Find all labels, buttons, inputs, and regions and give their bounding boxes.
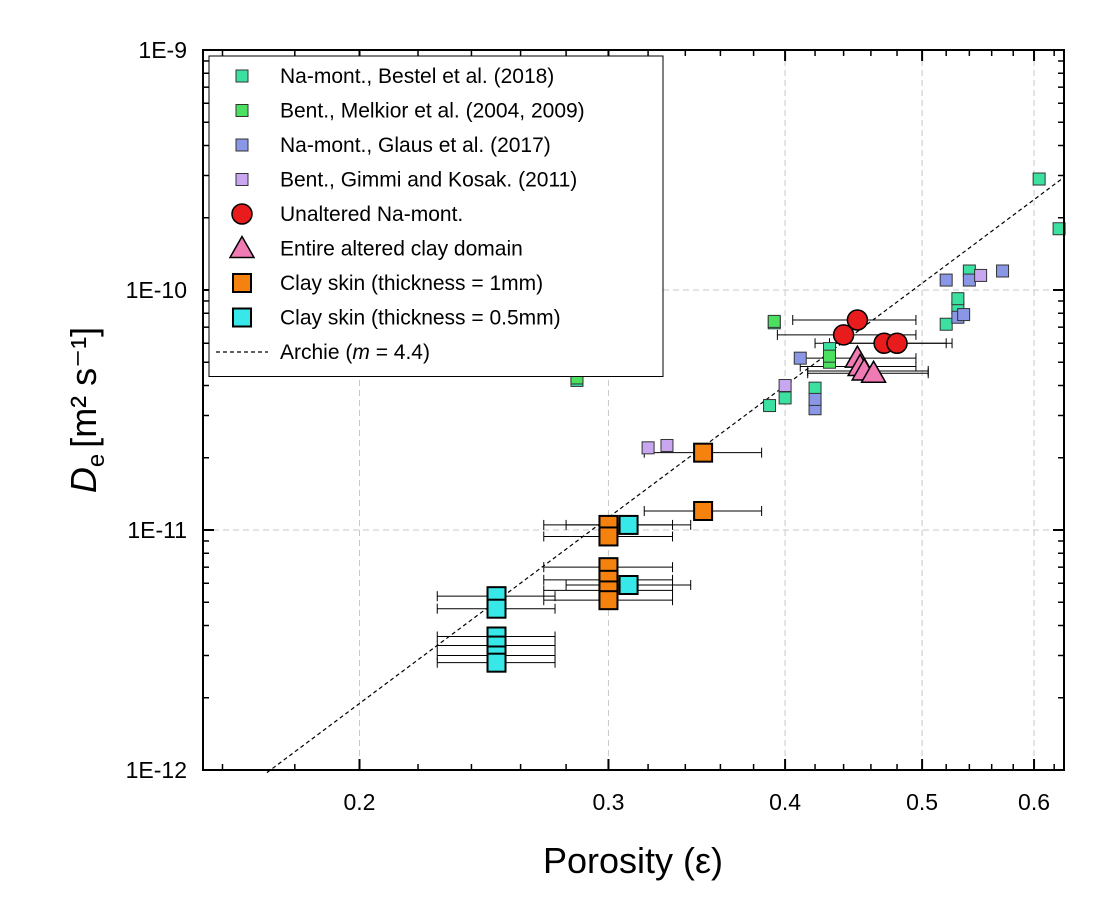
series-2-point <box>957 308 971 322</box>
x-tick-label: 0.2 <box>344 789 376 815</box>
series-7-point <box>486 652 507 673</box>
legend-box <box>208 55 664 377</box>
series-2-point <box>996 264 1010 278</box>
series-7-point <box>618 574 639 595</box>
plot-frame <box>202 49 1065 771</box>
series-0-point <box>939 317 953 331</box>
series-4-point <box>832 324 855 346</box>
legend-label-4: Unaltered Na-mont. <box>280 203 463 226</box>
series-2-point <box>939 273 953 287</box>
archie-fit-line <box>266 176 1065 774</box>
series-3-point <box>778 379 792 393</box>
legend-marker-6 <box>232 273 252 293</box>
series-3-point <box>660 438 674 452</box>
legend-marker-1 <box>235 104 249 117</box>
series-2-point <box>808 392 822 406</box>
legend: Na-mont., Bestel et al. (2018) Bent., Mel… <box>208 55 664 377</box>
series-4-point <box>886 332 908 354</box>
x-tick-label: 0.6 <box>1018 789 1050 815</box>
series-0-point <box>1052 222 1066 236</box>
legend-marker-4 <box>231 203 253 225</box>
series-0-point <box>763 399 777 413</box>
legend-label-1: Bent., Melkior et al. (2004, 2009) <box>280 100 585 123</box>
legend-label-7: Clay skin (thickness = 0.5mm) <box>280 307 561 330</box>
legend-label-5: Entire altered clay domain <box>280 238 523 261</box>
legend-fit-m: m <box>352 341 370 364</box>
legend-fit-suffix: = 4.4) <box>370 341 430 364</box>
legend-marker-2 <box>235 138 249 152</box>
series-0-point <box>808 381 822 395</box>
y-tick-label: 1E-11 <box>127 517 187 543</box>
series-6-point <box>598 526 619 547</box>
legend-label-3: Bent., Gimmi and Kosak. (2011) <box>280 169 577 192</box>
legend-label-6: Clay skin (thickness = 1mm) <box>280 272 543 295</box>
x-tick-label: 0.3 <box>592 789 624 815</box>
legend-marker-5 <box>228 234 256 259</box>
series-7-point <box>618 514 639 535</box>
x-axis-title: Porosity (ε) <box>543 840 723 881</box>
series-6-point <box>598 590 619 611</box>
series-1-point <box>822 349 836 363</box>
series-5-point <box>860 359 887 383</box>
x-tick-label: 0.4 <box>769 789 801 815</box>
series-3-point <box>974 268 988 282</box>
series-3-point <box>641 441 655 455</box>
series-4-point <box>846 309 869 331</box>
y-axis-title-subscript: e <box>83 454 110 467</box>
series-6-point <box>693 442 714 463</box>
series-2-point <box>793 351 807 365</box>
tick-layer: 0.2 0.3 0.4 0.5 0.6 1E-12 1E-11 1E-10 1E-9 <box>126 37 1064 815</box>
series-0-point <box>1032 172 1046 186</box>
series-2-point <box>962 273 976 287</box>
series-0-point <box>778 391 792 405</box>
series-1-point <box>767 314 781 328</box>
series-7-point <box>486 598 507 619</box>
y-axis-title-main: D <box>63 467 104 493</box>
series-0-point <box>951 292 965 306</box>
y-tick-label: 1E-12 <box>126 757 187 783</box>
series-6-point <box>693 500 714 521</box>
legend-fit-prefix: Archie ( <box>280 341 352 364</box>
y-tick-label: 1E-9 <box>138 37 187 63</box>
legend-marker-7 <box>232 307 252 328</box>
x-tick-label: 0.5 <box>906 789 938 815</box>
point-layer <box>486 172 1066 673</box>
legend-label-2: Na-mont., Glaus et al. (2017) <box>280 134 551 157</box>
legend-label-0: Na-mont., Bestel et al. (2018) <box>280 65 554 88</box>
y-axis-title-units: [m² s⁻¹] <box>63 327 104 448</box>
legend-label-fit: Archie (m = 4.4) <box>280 341 430 364</box>
legend-marker-3 <box>235 173 249 186</box>
fit-layer <box>266 176 1065 774</box>
y-axis-title: De [m² s⁻¹] <box>63 327 110 493</box>
legend-marker-0 <box>235 69 249 83</box>
y-tick-label: 1E-10 <box>126 277 187 303</box>
